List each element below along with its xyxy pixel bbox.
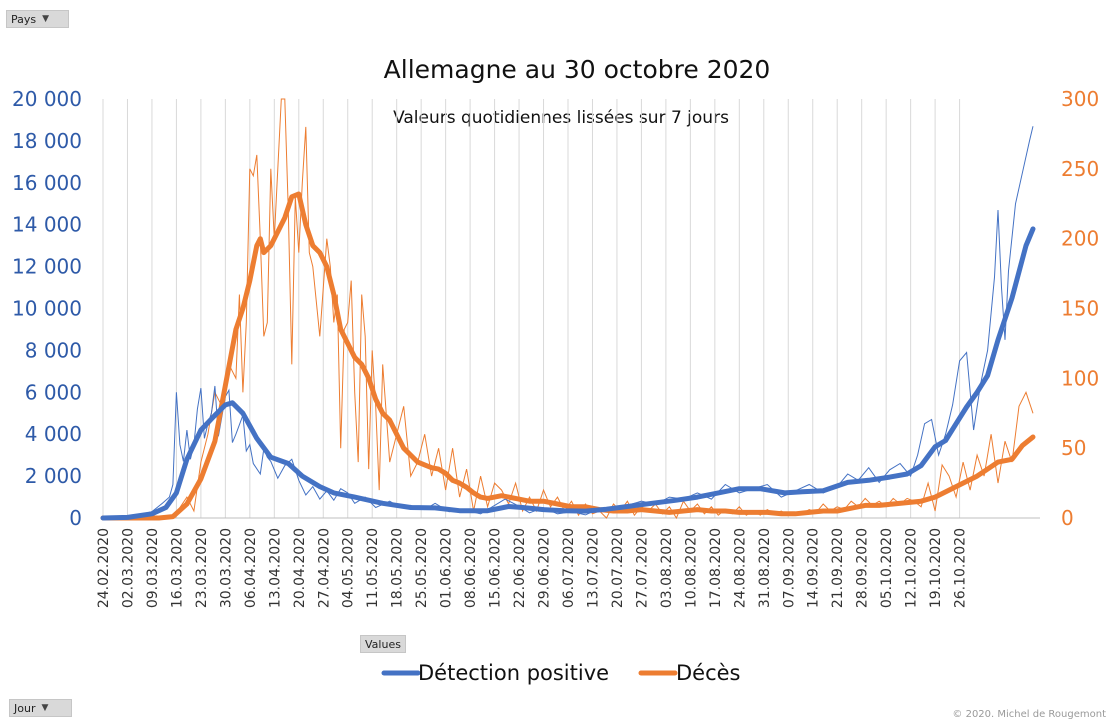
x-tick-label: 21.09.2020 (830, 528, 846, 608)
detection-daily-line (102, 126, 1034, 519)
x-tick-label: 20.04.2020 (292, 528, 308, 608)
jour-filter-button[interactable]: Jour ▼ (9, 699, 72, 717)
detection-smoothed-line (100, 226, 1036, 521)
pays-filter-label: Pays (11, 12, 37, 26)
y-axis-left: 0 2 000 4 000 6 000 8 000 10 000 12 000 14 000 1… (12, 87, 82, 530)
x-tick-label: 31.08.2020 (757, 528, 773, 608)
y-axis-right: 0 50 100 150 200 250 300 (1061, 87, 1099, 530)
y-left-tick-label: 10 000 (12, 297, 82, 321)
x-tick-label: 26.10.2020 (953, 528, 969, 608)
deces-smoothed-line (100, 191, 1036, 521)
x-tick-label: 20.07.2020 (610, 528, 626, 608)
x-tick-label: 23.03.2020 (194, 528, 210, 608)
x-tick-label: 07.09.2020 (781, 528, 797, 608)
x-axis: 24.02.2020 02.03.2020 09.03.2020 16.03.2020… (96, 528, 969, 608)
x-tick-label: 02.03.2020 (120, 528, 136, 608)
x-tick-label: 06.04.2020 (243, 528, 259, 608)
y-right-tick-label: 150 (1061, 297, 1099, 321)
x-tick-label: 28.09.2020 (855, 528, 871, 608)
x-tick-label: 14.09.2020 (806, 528, 822, 608)
y-left-tick-label: 20 000 (12, 87, 82, 111)
y-left-tick-label: 8 000 (25, 338, 82, 362)
y-right-tick-label: 300 (1061, 87, 1099, 111)
y-left-tick-label: 6 000 (25, 380, 82, 404)
chart-subtitle: Valeurs quotidiennes lissées sur 7 jours (393, 108, 729, 128)
legend-label-detection: Détection positive (418, 661, 609, 685)
x-tick-label: 27.04.2020 (316, 528, 332, 608)
x-tick-label: 29.06.2020 (537, 528, 553, 608)
x-tick-label: 01.06.2020 (439, 528, 455, 608)
x-tick-label: 11.05.2020 (365, 528, 381, 608)
x-tick-label: 12.10.2020 (904, 528, 920, 608)
x-tick-label: 05.10.2020 (879, 528, 895, 608)
copyright-notice: © 2020. Michel de Rougemont (952, 709, 1106, 720)
y-right-tick-label: 250 (1061, 157, 1099, 181)
filter-funnel-icon: ▼ (41, 703, 49, 713)
chart-title: Allemagne au 30 octobre 2020 (384, 55, 771, 84)
y-left-tick-label: 14 000 (12, 213, 82, 237)
legend-label-deces: Décès (676, 661, 741, 685)
x-tick-label: 16.03.2020 (169, 528, 185, 608)
values-field-button[interactable]: Values (360, 635, 406, 653)
jour-filter-label: Jour (14, 701, 36, 715)
y-left-tick-label: 18 000 (12, 129, 82, 153)
x-tick-label: 09.03.2020 (145, 528, 161, 608)
x-tick-label: 04.05.2020 (341, 528, 357, 608)
x-tick-label: 06.07.2020 (561, 528, 577, 608)
chart-grid (102, 99, 1040, 519)
x-tick-label: 03.08.2020 (659, 528, 675, 608)
x-tick-label: 13.07.2020 (585, 528, 601, 608)
x-tick-label: 10.08.2020 (683, 528, 699, 608)
x-tick-label: 08.06.2020 (463, 528, 479, 608)
x-tick-label: 25.05.2020 (414, 528, 430, 608)
y-left-tick-label: 16 000 (12, 171, 82, 195)
pays-filter-button[interactable]: Pays ▼ (6, 10, 69, 28)
y-right-tick-label: 0 (1061, 506, 1074, 530)
legend: Détection positive Décès (381, 661, 741, 685)
y-left-tick-label: 2 000 (25, 464, 82, 488)
x-tick-label: 24.08.2020 (732, 528, 748, 608)
x-tick-label: 22.06.2020 (512, 528, 528, 608)
x-tick-label: 19.10.2020 (928, 528, 944, 608)
x-tick-label: 17.08.2020 (708, 528, 724, 608)
y-left-tick-label: 0 (69, 506, 82, 530)
values-field-label: Values (365, 637, 401, 651)
x-tick-label: 18.05.2020 (390, 528, 406, 608)
filter-funnel-icon: ▼ (42, 14, 50, 24)
y-left-tick-label: 4 000 (25, 422, 82, 446)
x-tick-label: 13.04.2020 (267, 528, 283, 608)
series-group (100, 98, 1036, 521)
x-tick-label: 24.02.2020 (96, 528, 112, 608)
y-right-tick-label: 50 (1061, 436, 1086, 460)
x-tick-label: 15.06.2020 (488, 528, 504, 608)
y-left-tick-label: 12 000 (12, 255, 82, 279)
y-right-tick-label: 200 (1061, 227, 1099, 251)
y-right-tick-label: 100 (1061, 366, 1099, 390)
x-tick-label: 30.03.2020 (218, 528, 234, 608)
x-tick-label: 27.07.2020 (634, 528, 650, 608)
